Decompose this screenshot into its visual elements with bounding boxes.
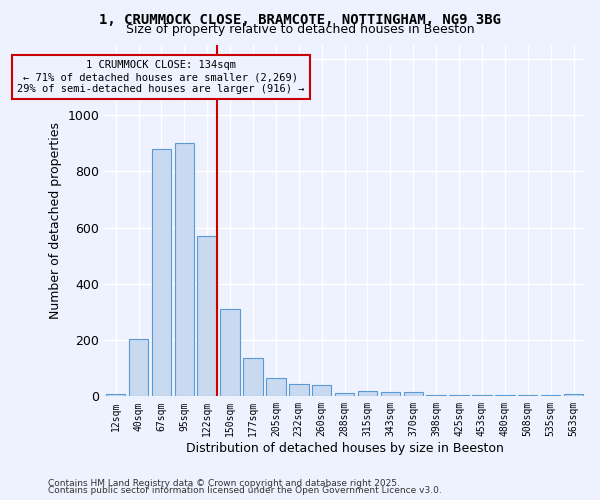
Bar [427, 395, 446, 396]
Text: Contains HM Land Registry data © Crown copyright and database right 2025.: Contains HM Land Registry data © Crown c… [48, 478, 400, 488]
Bar [243, 358, 263, 397]
X-axis label: Distribution of detached houses by size in Beeston: Distribution of detached houses by size … [185, 442, 503, 455]
Bar [564, 394, 583, 396]
Text: 1 CRUMMOCK CLOSE: 134sqm
← 71% of detached houses are smaller (2,269)
29% of sem: 1 CRUMMOCK CLOSE: 134sqm ← 71% of detach… [17, 60, 304, 94]
Bar [358, 390, 377, 396]
Bar [289, 384, 308, 396]
Bar [335, 393, 355, 396]
Bar [175, 144, 194, 396]
Bar [129, 338, 148, 396]
Bar [266, 378, 286, 396]
Bar [404, 392, 423, 396]
Bar [380, 392, 400, 396]
Y-axis label: Number of detached properties: Number of detached properties [49, 122, 62, 319]
Bar [312, 385, 331, 396]
Text: Contains public sector information licensed under the Open Government Licence v3: Contains public sector information licen… [48, 486, 442, 495]
Text: Size of property relative to detached houses in Beeston: Size of property relative to detached ho… [125, 22, 475, 36]
Text: 1, CRUMMOCK CLOSE, BRAMCOTE, NOTTINGHAM, NG9 3BG: 1, CRUMMOCK CLOSE, BRAMCOTE, NOTTINGHAM,… [99, 12, 501, 26]
Bar [197, 236, 217, 396]
Bar [106, 394, 125, 396]
Bar [220, 309, 240, 396]
Bar [152, 149, 171, 396]
